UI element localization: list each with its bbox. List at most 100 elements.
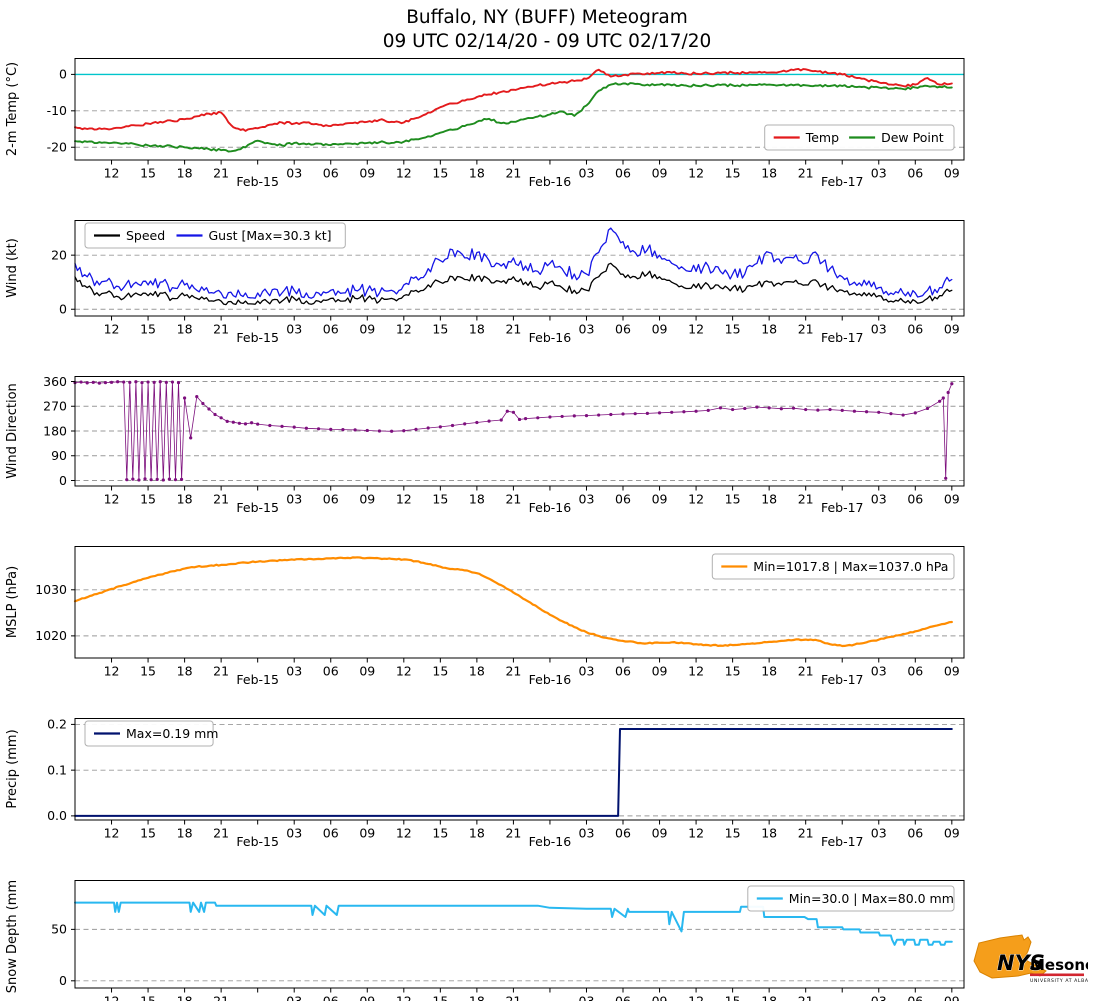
svg-text:09: 09 xyxy=(359,491,375,506)
svg-text:03: 03 xyxy=(871,491,887,506)
svg-text:06: 06 xyxy=(615,993,631,1001)
svg-text:03: 03 xyxy=(871,321,887,336)
svg-text:06: 06 xyxy=(907,825,923,840)
svg-text:2-m Temp (°C): 2-m Temp (°C) xyxy=(5,62,20,156)
svg-text:06: 06 xyxy=(907,491,923,506)
svg-text:Feb-16: Feb-16 xyxy=(529,174,572,188)
svg-text:0.1: 0.1 xyxy=(47,762,67,777)
svg-text:18: 18 xyxy=(469,491,485,506)
logo-red-stripe xyxy=(1030,973,1084,977)
svg-text:21: 21 xyxy=(505,321,521,336)
svg-text:15: 15 xyxy=(432,993,448,1001)
svg-text:Wind (kt): Wind (kt) xyxy=(5,238,20,298)
svg-text:09: 09 xyxy=(652,491,668,506)
svg-text:Feb-15: Feb-15 xyxy=(236,174,279,188)
wind-chart: 0 20 12 15 18 21 Feb-15 03 06 09 12 15 18 21 Feb-16 03 0… xyxy=(5,219,965,345)
panels-container: 0 -10 -20 12 15 18 21 Feb-15 03 06 09 12 15 18 21 Feb-1… xyxy=(0,57,1094,1001)
svg-text:15: 15 xyxy=(725,165,741,180)
svg-text:06: 06 xyxy=(615,663,631,678)
snow-depth-chart: 50012151821Feb-1503060912151821Feb-16030… xyxy=(5,875,965,1001)
svg-text:0.2: 0.2 xyxy=(47,718,67,732)
panel-mslp: 1020 1030 12 15 18 21 Feb-15 03 06 09 12 15 18 21 Feb-… xyxy=(0,545,1094,690)
svg-text:21: 21 xyxy=(505,165,521,180)
svg-text:03: 03 xyxy=(871,825,887,840)
svg-text:21: 21 xyxy=(798,165,814,180)
svg-text:12: 12 xyxy=(688,663,704,678)
svg-text:21: 21 xyxy=(213,663,229,678)
svg-text:06: 06 xyxy=(615,321,631,336)
svg-text:18: 18 xyxy=(177,825,193,840)
svg-text:03: 03 xyxy=(579,993,595,1001)
panel-temperature: 0 -10 -20 12 15 18 21 Feb-15 03 06 09 12 15 18 21 Feb-1… xyxy=(0,57,1094,192)
svg-text:15: 15 xyxy=(725,825,741,840)
precip-chart: 0.0 0.1 0.2 12 15 18 21 Feb-15 03 06 09 12 15 18 21 Feb… xyxy=(5,717,965,849)
logo-nys-text: NYS xyxy=(997,951,1045,975)
svg-text:15: 15 xyxy=(432,825,448,840)
svg-text:03: 03 xyxy=(286,321,302,336)
svg-text:03: 03 xyxy=(871,165,887,180)
svg-text:-20: -20 xyxy=(47,139,67,154)
svg-text:0.0: 0.0 xyxy=(47,808,67,823)
panel-wind: 0 20 12 15 18 21 Feb-15 03 06 09 12 15 18 21 Feb-16 03 0… xyxy=(0,219,1094,348)
svg-text:21: 21 xyxy=(213,491,229,506)
svg-text:06: 06 xyxy=(323,491,339,506)
svg-text:90: 90 xyxy=(51,448,67,463)
svg-text:09: 09 xyxy=(944,825,960,840)
svg-text:03: 03 xyxy=(579,165,595,180)
svg-text:15: 15 xyxy=(140,993,156,1001)
logo-mesonet-text: Mesonet xyxy=(1030,956,1088,974)
svg-text:Feb-16: Feb-16 xyxy=(529,672,572,686)
svg-text:12: 12 xyxy=(688,321,704,336)
svg-text:Feb-15: Feb-15 xyxy=(236,834,279,848)
svg-text:18: 18 xyxy=(177,663,193,678)
svg-text:Feb-17: Feb-17 xyxy=(821,672,864,686)
svg-text:18: 18 xyxy=(469,993,485,1001)
svg-text:03: 03 xyxy=(286,993,302,1001)
svg-text:12: 12 xyxy=(396,165,412,180)
svg-text:09: 09 xyxy=(944,321,960,336)
svg-text:21: 21 xyxy=(213,993,229,1001)
svg-text:18: 18 xyxy=(761,165,777,180)
svg-text:21: 21 xyxy=(798,825,814,840)
svg-text:06: 06 xyxy=(907,663,923,678)
svg-text:09: 09 xyxy=(652,663,668,678)
svg-text:15: 15 xyxy=(140,321,156,336)
svg-text:Speed: Speed xyxy=(126,228,165,243)
svg-text:12: 12 xyxy=(396,491,412,506)
svg-text:MSLP (hPa): MSLP (hPa) xyxy=(5,566,20,638)
svg-text:0: 0 xyxy=(59,67,67,82)
svg-text:21: 21 xyxy=(213,165,229,180)
svg-text:18: 18 xyxy=(177,993,193,1001)
svg-text:12: 12 xyxy=(104,825,120,840)
svg-text:15: 15 xyxy=(725,663,741,678)
svg-text:09: 09 xyxy=(944,663,960,678)
svg-text:21: 21 xyxy=(505,491,521,506)
svg-text:09: 09 xyxy=(652,825,668,840)
svg-text:21: 21 xyxy=(213,825,229,840)
svg-text:21: 21 xyxy=(798,663,814,678)
svg-text:21: 21 xyxy=(505,663,521,678)
svg-text:Feb-17: Feb-17 xyxy=(821,834,864,848)
svg-text:0: 0 xyxy=(59,973,67,988)
svg-text:03: 03 xyxy=(579,825,595,840)
chart-title: Buffalo, NY (BUFF) Meteogram 09 UTC 02/1… xyxy=(0,0,1094,55)
svg-text:15: 15 xyxy=(432,321,448,336)
svg-text:21: 21 xyxy=(798,321,814,336)
svg-text:09: 09 xyxy=(359,663,375,678)
svg-text:18: 18 xyxy=(177,491,193,506)
svg-text:09: 09 xyxy=(359,165,375,180)
svg-text:12: 12 xyxy=(104,993,120,1001)
svg-text:15: 15 xyxy=(432,165,448,180)
svg-text:18: 18 xyxy=(469,663,485,678)
svg-text:15: 15 xyxy=(725,321,741,336)
svg-text:12: 12 xyxy=(688,993,704,1001)
svg-text:Wind Direction: Wind Direction xyxy=(5,383,20,479)
svg-text:18: 18 xyxy=(761,663,777,678)
svg-text:21: 21 xyxy=(798,491,814,506)
title-line-2: 09 UTC 02/14/20 - 09 UTC 02/17/20 xyxy=(382,31,712,53)
svg-text:180: 180 xyxy=(43,423,67,438)
svg-text:Max=0.19 mm: Max=0.19 mm xyxy=(126,726,218,741)
logo-university-text: UNIVERSITY AT ALBANY xyxy=(1030,978,1088,984)
